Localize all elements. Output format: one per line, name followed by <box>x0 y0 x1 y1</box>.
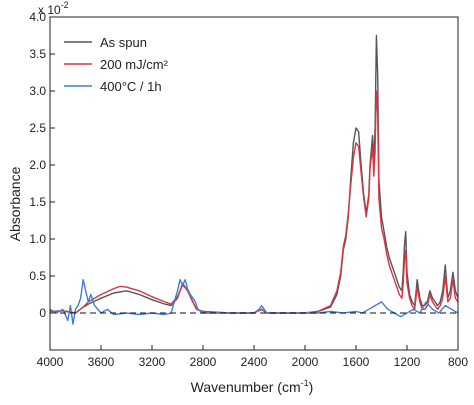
series-line-1 <box>49 34 459 314</box>
x-axis-label: Wavenumber (cm-1) <box>191 378 314 395</box>
y-axis-label: Absorbance <box>7 166 23 241</box>
x-axis-ticks: 4000 3600 3200 2800 2400 2000 1600 1200 800 <box>37 345 468 369</box>
y-tick-label: 3.0 <box>29 84 46 98</box>
y-tick-label: 0 <box>39 306 46 320</box>
x-tick-label: 2400 <box>241 355 268 369</box>
x-tick-label: 4000 <box>37 355 64 369</box>
legend-label: 200 mJ/cm² <box>100 57 169 72</box>
y-tick-label: 0.5 <box>29 269 46 283</box>
y-scale-exponent: -2 <box>61 0 69 10</box>
y-tick-label: 3.5 <box>29 47 46 61</box>
x-tick-label: 2800 <box>190 355 217 369</box>
x-axis-label-sup: -1 <box>301 378 309 388</box>
legend-label: As spun <box>100 35 147 50</box>
x-tick-label: 2000 <box>292 355 319 369</box>
x-axis-label-main: Wavenumber (cm <box>191 379 301 395</box>
y-axis-ticks: 0 0.5 1.0 1.5 2.0 2.5 3.0 3.5 4.0 <box>29 10 55 320</box>
x-tick-label: 1600 <box>343 355 370 369</box>
x-tick-label: 3200 <box>139 355 166 369</box>
x-tick-label: 3600 <box>88 355 115 369</box>
legend: As spun 200 mJ/cm² 400°C / 1h <box>64 35 169 94</box>
series-line-2 <box>49 90 459 314</box>
legend-label: 400°C / 1h <box>100 79 162 94</box>
y-scale-factor: x 10-2 <box>38 0 69 17</box>
x-tick-label: 800 <box>448 355 468 369</box>
y-tick-label: 2.0 <box>29 158 46 172</box>
y-tick-label: 1.5 <box>29 195 46 209</box>
x-axis-label-close: ) <box>309 379 314 395</box>
x-tick-label: 1200 <box>394 355 421 369</box>
y-tick-label: 2.5 <box>29 121 46 135</box>
y-tick-label: 4.0 <box>29 10 46 24</box>
y-scale-base: x 10 <box>38 3 61 17</box>
y-tick-label: 1.0 <box>29 232 46 246</box>
